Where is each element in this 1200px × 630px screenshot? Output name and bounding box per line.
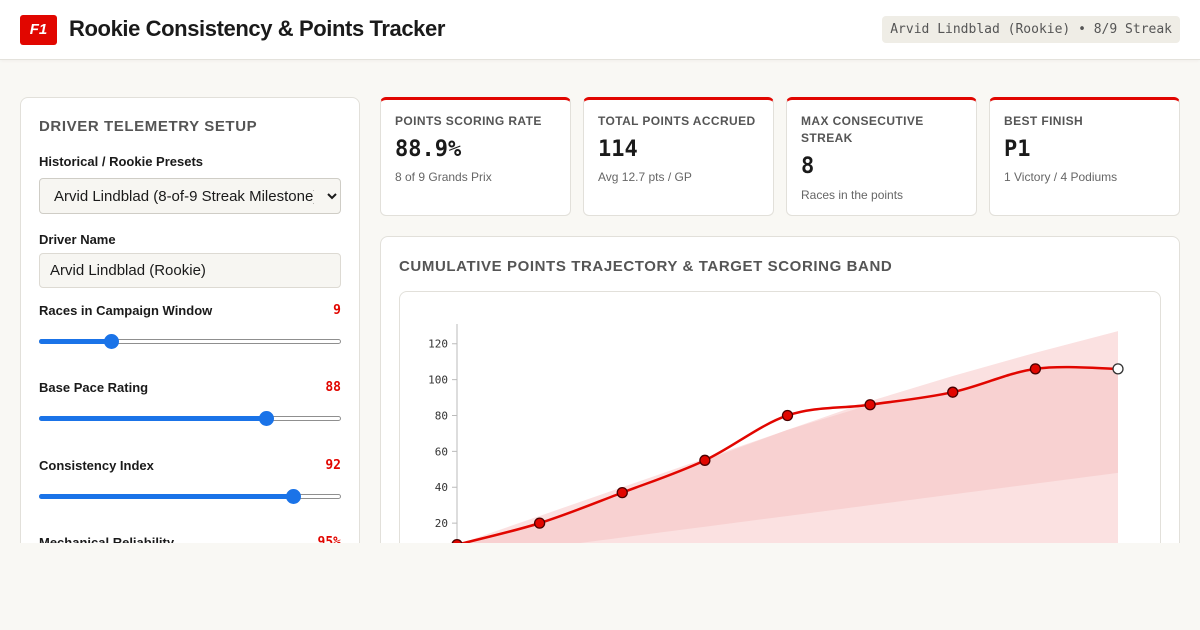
races-window-label: Races in Campaign Window	[39, 303, 213, 318]
kpi-label: Max Consecutive Streak	[801, 114, 924, 145]
kpi-value: P1	[1004, 137, 1031, 162]
preset-select[interactable]: Arvid Lindblad (8-of-9 Streak Milestone)	[39, 178, 341, 214]
kpi-value: 8	[801, 154, 815, 179]
base-pace-label: Base Pace Rating	[39, 380, 149, 395]
race-data-point	[616, 486, 628, 499]
kpi-subtext: 8 of 9 Grands Prix	[395, 170, 492, 184]
races-window-slider[interactable]	[39, 331, 341, 351]
y-tick-label: 80	[435, 409, 448, 422]
race-data-point	[947, 386, 959, 398]
driver-name-label: Driver Name	[39, 232, 116, 247]
race-data-point	[781, 409, 794, 422]
kpi-subtext: Avg 12.7 pts / GP	[598, 170, 692, 184]
race-data-point	[699, 454, 711, 466]
setup-panel-title: Driver Telemetry Setup	[39, 118, 258, 135]
y-tick-label: 40	[435, 481, 448, 494]
cumulative-points-chart: 20 40 60 80 100 120	[428, 324, 1124, 560]
kpi-label: Points Scoring Rate	[395, 114, 542, 128]
y-tick-label: 100	[428, 374, 448, 387]
slider-thumb[interactable]	[285, 489, 301, 504]
consistency-index-value: 92	[325, 458, 341, 473]
race-data-point	[533, 517, 546, 529]
driver-status-badge: Arvid Lindblad (Rookie) • 8/9 Streak	[882, 16, 1180, 43]
kpi-value: 88.9%	[395, 137, 462, 162]
slider-fill	[39, 416, 266, 421]
base-pace-slider[interactable]	[39, 408, 341, 428]
race-data-point	[864, 399, 876, 411]
slider-fill	[39, 494, 293, 499]
chart-container: 20 40 60 80 100 120	[399, 291, 1161, 561]
driver-telemetry-setup-panel: Driver Telemetry Setup Historical / Rook…	[20, 97, 360, 567]
race-data-point	[1029, 363, 1042, 375]
f1-logo: F1	[20, 15, 57, 45]
cumulative-points-chart-panel: Cumulative Points Trajectory & Target Sc…	[380, 236, 1180, 576]
preset-label: Historical / Rookie Presets	[39, 154, 204, 169]
slider-fill	[39, 339, 112, 344]
kpi-label: Total Points Accrued	[598, 114, 756, 128]
race-data-point	[1112, 363, 1124, 375]
chart-title: Cumulative Points Trajectory & Target Sc…	[399, 258, 893, 275]
races-window-value: 9	[333, 303, 341, 318]
y-tick-label: 60	[435, 445, 448, 458]
consistency-index-label: Consistency Index	[39, 458, 154, 473]
viewport-cutoff	[0, 543, 1200, 630]
kpi-card-best-finish: Best Finish P1 1 Victory / 4 Podiums	[989, 97, 1180, 216]
y-tick-label: 120	[428, 338, 448, 351]
kpi-card-scoring-rate: Points Scoring Rate 88.9% 8 of 9 Grands …	[380, 97, 571, 216]
kpi-card-total-points: Total Points Accrued 114 Avg 12.7 pts / …	[583, 97, 774, 216]
kpi-subtext: 1 Victory / 4 Podiums	[1004, 170, 1118, 184]
app-title: Rookie Consistency & Points Tracker	[69, 16, 446, 41]
top-bar: F1 Rookie Consistency & Points Tracker A…	[0, 0, 1200, 60]
y-tick-label: 20	[435, 517, 448, 530]
kpi-card-max-streak: Max Consecutive Streak 8 Races in the po…	[786, 97, 977, 216]
base-pace-value: 88	[325, 380, 341, 395]
consistency-index-slider[interactable]	[39, 486, 341, 506]
kpi-label: Best Finish	[1004, 114, 1084, 128]
kpi-subtext: Races in the points	[801, 188, 904, 202]
driver-name-input[interactable]	[39, 253, 341, 288]
target-band-floor	[457, 472, 1118, 560]
kpi-value: 114	[598, 137, 638, 162]
slider-thumb[interactable]	[104, 334, 120, 349]
slider-thumb[interactable]	[258, 411, 274, 426]
